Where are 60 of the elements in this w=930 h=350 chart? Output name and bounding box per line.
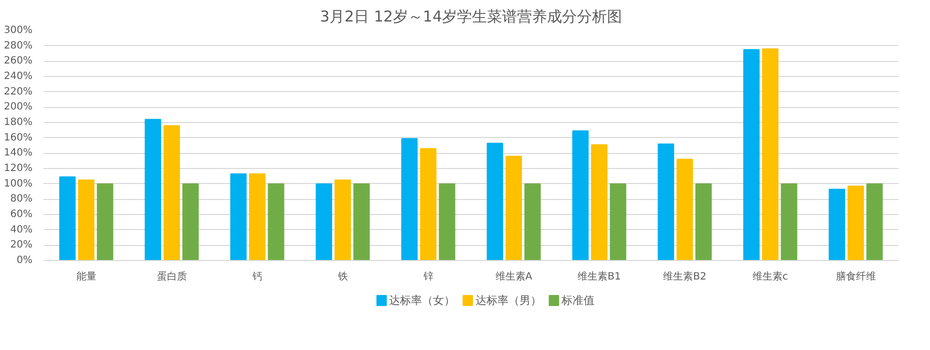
y-tick-label: 300%: [4, 25, 33, 36]
x-tick-label: 锌: [422, 270, 434, 282]
bar: [658, 143, 674, 260]
bar: [695, 183, 712, 260]
y-tick-label: 240%: [4, 71, 33, 82]
bar: [316, 183, 332, 260]
y-tick-label: 260%: [4, 56, 33, 67]
bar: [676, 158, 693, 260]
bar: [59, 176, 76, 260]
bar: [144, 118, 162, 260]
x-tick-label: 能量: [76, 270, 96, 282]
x-tick-label: 维生素B2: [663, 270, 706, 282]
bar: [866, 183, 883, 260]
bar: [78, 180, 94, 260]
chart-title: 3月2日 12岁～14岁学生菜谱营养成分分析图: [320, 8, 622, 26]
bar: [401, 138, 418, 260]
y-tick-label: 80%: [10, 194, 33, 205]
bar: [249, 173, 266, 260]
y-tick-label: 20%: [10, 240, 33, 251]
x-tick-label: 蛋白质: [156, 270, 187, 282]
y-tick-label: 200%: [4, 102, 33, 113]
bar: [96, 183, 114, 260]
bar: [420, 148, 436, 260]
bar: [506, 156, 522, 260]
x-tick-label: 钙: [251, 272, 262, 282]
y-tick-label: 220%: [4, 86, 33, 98]
x-tick-label: 膳食纤维: [836, 270, 876, 282]
y-tick-label: 120%: [4, 163, 33, 174]
y-tick-label: 100%: [4, 178, 33, 190]
y-tick-label: 60%: [10, 209, 33, 220]
bar: [610, 183, 626, 260]
bar: [743, 49, 760, 260]
legend-label: 达标率（男）: [475, 294, 542, 307]
y-tick-label: 0%: [16, 255, 33, 266]
y-tick-label: 280%: [4, 40, 33, 52]
bar: [268, 183, 284, 260]
y-tick-label: 180%: [4, 117, 33, 128]
bar: [572, 130, 589, 260]
y-tick-label: 160%: [4, 132, 33, 144]
y-tick-label: 140%: [4, 148, 33, 159]
x-tick-label: 维生素B1: [578, 270, 621, 282]
bar: [353, 183, 370, 260]
bar: [438, 183, 456, 260]
bar: [182, 183, 199, 260]
legend-label: 标准值: [560, 294, 594, 307]
x-tick-label: 维生素A: [495, 270, 532, 282]
bar: [334, 180, 351, 260]
bar: [828, 188, 846, 260]
bar: [848, 186, 864, 260]
bar: [780, 183, 798, 260]
x-tick-label: 维生素c: [752, 270, 788, 282]
bar: [486, 142, 504, 260]
bar: [230, 173, 247, 260]
bar: [164, 125, 180, 260]
bar: [762, 48, 778, 260]
legend-label: 达标率（女）: [389, 294, 456, 307]
bar: [524, 183, 541, 260]
x-tick-label: 铁: [336, 270, 348, 282]
y-tick-label: 40%: [10, 224, 33, 236]
bar: [591, 144, 608, 260]
